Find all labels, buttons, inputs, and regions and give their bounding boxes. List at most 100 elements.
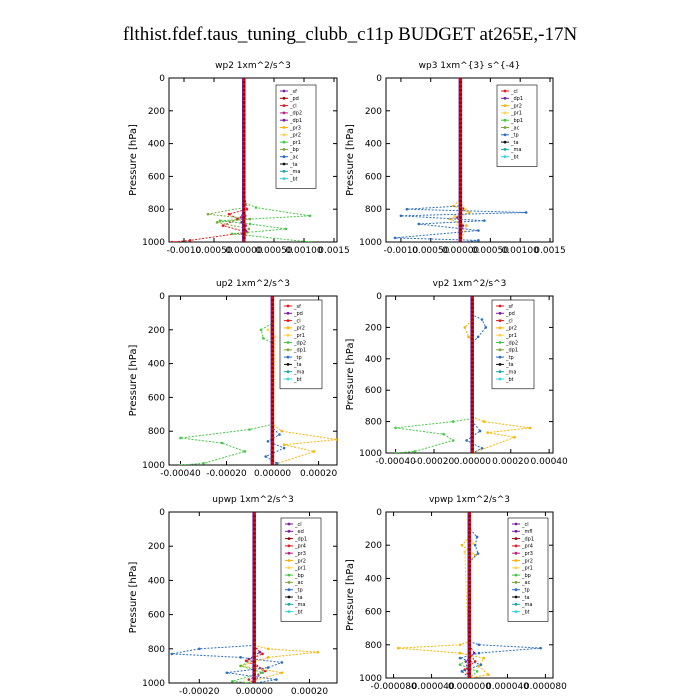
y-tick-label: 600 bbox=[365, 172, 382, 182]
zero-line-marker bbox=[271, 429, 275, 433]
legend-label: _bp bbox=[289, 147, 299, 153]
legend-label: _dp2 bbox=[505, 340, 518, 346]
legend-label: _cl bbox=[510, 89, 518, 95]
series-point bbox=[308, 240, 312, 242]
zero-line-marker bbox=[459, 78, 463, 80]
zero-line-marker bbox=[468, 552, 471, 555]
series-point bbox=[487, 673, 490, 676]
zero-line-marker bbox=[470, 337, 474, 341]
legend-marker bbox=[503, 155, 507, 159]
zero-line-marker bbox=[468, 581, 471, 585]
legend-marker bbox=[286, 319, 290, 322]
figure-title: flthist.fdef.taus_tuning_clubb_c11p BUDG… bbox=[123, 24, 578, 45]
zero-line-marker bbox=[242, 97, 246, 100]
zero-line-marker bbox=[271, 446, 275, 450]
x-tick-label: 0.00000 bbox=[454, 457, 491, 467]
zero-line-marker bbox=[459, 232, 463, 236]
legend-label: _pr1 bbox=[294, 566, 306, 572]
series-point bbox=[465, 439, 468, 442]
legend-marker bbox=[282, 169, 286, 173]
zero-line-marker bbox=[468, 664, 471, 668]
series-point bbox=[473, 660, 477, 663]
y-tick-label: 0 bbox=[159, 292, 165, 302]
series-point bbox=[479, 663, 483, 667]
zero-line-marker bbox=[470, 318, 474, 322]
series-point bbox=[230, 232, 234, 236]
x-tick-label: 0.00000 bbox=[225, 246, 262, 256]
zero-line-marker bbox=[252, 621, 256, 625]
legend-marker bbox=[498, 333, 502, 337]
legend-label: _ta bbox=[505, 362, 514, 368]
zero-line-marker bbox=[470, 369, 474, 373]
zero-line-marker bbox=[459, 142, 463, 146]
zero-line-marker bbox=[271, 357, 275, 361]
zero-line-marker bbox=[468, 518, 471, 522]
legend-label: _ta bbox=[293, 362, 302, 368]
zero-line-marker bbox=[252, 664, 256, 668]
legend-label: _cl bbox=[294, 522, 302, 528]
zero-line-marker bbox=[252, 668, 256, 672]
legend-label: _ma bbox=[293, 370, 304, 376]
series-point bbox=[170, 240, 174, 242]
zero-line-marker bbox=[252, 512, 256, 514]
zero-line-marker bbox=[459, 158, 463, 162]
zero-line-marker bbox=[468, 568, 471, 572]
legend-label: _ma bbox=[294, 602, 305, 608]
zero-line-marker bbox=[271, 379, 275, 382]
series-point bbox=[266, 656, 270, 659]
y-tick-label: 1000 bbox=[142, 238, 165, 248]
legend-label: _cl bbox=[293, 318, 301, 324]
legend-marker bbox=[287, 544, 291, 548]
zero-line-marker bbox=[470, 361, 474, 365]
zero-line-marker bbox=[252, 536, 256, 540]
zero-line-marker bbox=[242, 187, 246, 191]
y-tick-label: 800 bbox=[365, 418, 382, 428]
zero-line-marker bbox=[242, 150, 246, 154]
legend-marker bbox=[503, 104, 507, 107]
zero-line-marker bbox=[468, 531, 471, 535]
legend-marker bbox=[503, 140, 507, 144]
zero-line-marker bbox=[459, 113, 463, 117]
series-point bbox=[266, 647, 270, 651]
zero-line-marker bbox=[470, 380, 474, 384]
zero-line-marker bbox=[470, 314, 474, 318]
series-point bbox=[417, 222, 421, 226]
series-point bbox=[473, 553, 477, 557]
legend-label: _ta bbox=[289, 162, 298, 168]
legend-label: _dp2 bbox=[289, 111, 302, 117]
zero-line-marker bbox=[459, 195, 463, 199]
legend-marker bbox=[286, 377, 290, 381]
zero-line-marker bbox=[468, 539, 471, 543]
zero-line-marker bbox=[252, 561, 256, 565]
legend-label: _dp1 bbox=[505, 348, 518, 354]
legend-label: _pr4 bbox=[294, 544, 306, 550]
legend-label: _pr1 bbox=[521, 566, 533, 572]
zero-line-marker bbox=[468, 610, 471, 614]
y-tick-label: 200 bbox=[148, 326, 165, 336]
zero-line-marker bbox=[242, 101, 246, 105]
zero-line-marker bbox=[252, 608, 256, 612]
zero-line-marker bbox=[252, 672, 256, 676]
series-point bbox=[468, 211, 471, 214]
series-point bbox=[266, 666, 270, 669]
zero-line-marker bbox=[242, 228, 246, 232]
zero-line-marker bbox=[252, 634, 256, 638]
legend-marker bbox=[282, 155, 286, 159]
series-point bbox=[458, 656, 462, 660]
zero-line-marker bbox=[271, 311, 275, 315]
zero-line-marker bbox=[271, 296, 275, 298]
series-point bbox=[248, 222, 252, 226]
zero-line-marker bbox=[470, 416, 474, 420]
y-tick-label: 0 bbox=[159, 74, 165, 84]
legend-marker bbox=[514, 581, 518, 584]
series-point bbox=[248, 428, 251, 431]
series-point bbox=[273, 335, 277, 338]
panel-6: vpwp 1xm^2/s^3 Pressure [hPa] 0 200 400 600 80… bbox=[345, 495, 567, 692]
legend: _sf_pd_cl _pr2_pr1_dp2 _dp1_tp_ta _ma_bt bbox=[279, 299, 323, 390]
x-tick-label: -0.000040 bbox=[408, 682, 454, 692]
panel-3: up2 1xm^2/s^3 Pressure [hPa] 0 200 400 600 800… bbox=[128, 279, 338, 479]
zero-line-marker bbox=[252, 583, 256, 587]
zero-line-marker bbox=[271, 336, 275, 340]
legend-label: _dp1 bbox=[289, 118, 302, 124]
zero-line-marker bbox=[242, 146, 246, 150]
